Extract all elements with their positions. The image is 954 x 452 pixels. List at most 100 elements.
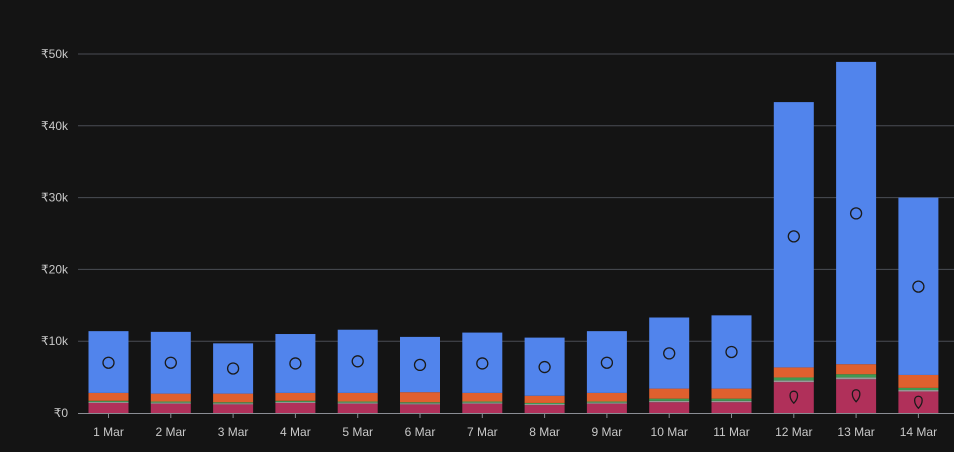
bar-segment[interactable] xyxy=(337,329,378,393)
bar-segment[interactable] xyxy=(150,393,191,402)
bar-segment[interactable] xyxy=(88,402,129,413)
bar-segment[interactable] xyxy=(337,403,378,413)
bar-segment[interactable] xyxy=(711,398,752,401)
bar-group[interactable] xyxy=(711,315,752,413)
bar-segment[interactable] xyxy=(836,377,877,380)
bar-segment[interactable] xyxy=(649,317,690,389)
bar-segment[interactable] xyxy=(400,402,440,404)
bar-segment[interactable] xyxy=(213,402,254,404)
bar-segment[interactable] xyxy=(462,332,503,393)
bar-segment[interactable] xyxy=(275,401,316,403)
bar-segment[interactable] xyxy=(150,403,191,413)
bar-group[interactable] xyxy=(150,331,191,413)
bar-segment[interactable] xyxy=(150,401,191,403)
bar-segment[interactable] xyxy=(836,61,877,365)
y-tick-label: ₹20k xyxy=(41,262,69,276)
bar-segment[interactable] xyxy=(524,404,565,406)
bar-segment[interactable] xyxy=(337,392,378,402)
bar-segment[interactable] xyxy=(275,392,316,401)
bar-group[interactable] xyxy=(649,317,690,413)
bar-segment[interactable] xyxy=(649,388,690,399)
bar-segment[interactable] xyxy=(524,337,565,396)
y-tick-label: ₹30k xyxy=(41,191,69,205)
bar-group[interactable] xyxy=(275,334,316,413)
bar-segment[interactable] xyxy=(898,390,939,392)
bar-segment[interactable] xyxy=(586,331,627,393)
bar-segment[interactable] xyxy=(898,374,939,388)
circle-marker xyxy=(413,358,427,372)
circle-marker xyxy=(912,280,925,293)
bar-segment[interactable] xyxy=(88,392,129,401)
bar-segment[interactable] xyxy=(400,336,440,393)
bar-segment[interactable] xyxy=(773,102,814,368)
bar-segment[interactable] xyxy=(213,404,254,413)
bar-segment[interactable] xyxy=(586,401,627,403)
bar-segment[interactable] xyxy=(711,315,752,389)
bar-group[interactable] xyxy=(462,332,503,413)
y-tick-label: ₹10k xyxy=(41,334,69,348)
bar-segment[interactable] xyxy=(586,402,627,404)
bar-segment[interactable] xyxy=(773,382,814,413)
bar-segment[interactable] xyxy=(773,377,814,381)
x-tick-label: 7 Mar xyxy=(467,425,498,439)
circle-marker xyxy=(849,207,863,220)
x-tick-label: 8 Mar xyxy=(529,425,560,439)
bar-segment[interactable] xyxy=(213,393,254,403)
x-tick-label: 13 Mar xyxy=(837,425,874,439)
bar-segment[interactable] xyxy=(337,402,378,404)
bar-group[interactable] xyxy=(213,343,254,413)
bar-segment[interactable] xyxy=(462,401,503,403)
bar-segment[interactable] xyxy=(213,343,254,394)
bar-segment[interactable] xyxy=(524,405,565,413)
bar-group[interactable] xyxy=(773,102,814,413)
bar-segment[interactable] xyxy=(88,400,129,402)
bar-segment[interactable] xyxy=(773,380,814,383)
bar-segment[interactable] xyxy=(711,400,752,403)
y-tick-label: ₹0 xyxy=(54,406,69,420)
bar-segment[interactable] xyxy=(586,403,627,413)
x-tick-label: 4 Mar xyxy=(280,425,311,439)
bar-segment[interactable] xyxy=(711,388,752,399)
bar-segment[interactable] xyxy=(400,404,440,413)
bar-segment[interactable] xyxy=(524,402,565,405)
bar-group[interactable] xyxy=(898,197,939,413)
bar-segment[interactable] xyxy=(400,392,440,403)
bar-segment[interactable] xyxy=(836,374,877,378)
bar-segment[interactable] xyxy=(711,402,752,413)
bar-segment[interactable] xyxy=(462,403,503,413)
bar-segment[interactable] xyxy=(88,401,129,403)
bar-segment[interactable] xyxy=(898,197,939,375)
bar-segment[interactable] xyxy=(275,400,316,402)
bar-segment[interactable] xyxy=(213,403,254,405)
bar-segment[interactable] xyxy=(836,379,877,413)
bar-group[interactable] xyxy=(337,329,378,413)
bar-segment[interactable] xyxy=(773,367,814,378)
bar-segment[interactable] xyxy=(150,402,191,404)
bar-segment[interactable] xyxy=(898,387,939,391)
bar-segment[interactable] xyxy=(400,403,440,405)
bar-group[interactable] xyxy=(524,337,565,413)
bar-segment[interactable] xyxy=(649,400,690,403)
bar-segment[interactable] xyxy=(275,402,316,413)
bar-segment[interactable] xyxy=(88,331,129,393)
bar-segment[interactable] xyxy=(836,364,877,375)
axes: ₹0 ₹10k ₹20k ₹30k ₹40k ₹50k 1 Mar 2 Mar 3 Mar 4 M… xyxy=(41,47,954,439)
circle-marker xyxy=(164,356,177,369)
bar-segment[interactable] xyxy=(649,398,690,401)
x-tick-label: 11 Mar xyxy=(713,425,749,439)
bar-group[interactable] xyxy=(836,61,877,413)
bar-segment[interactable] xyxy=(586,392,627,402)
bar-segment[interactable] xyxy=(649,402,690,413)
bar-segment[interactable] xyxy=(462,392,503,402)
bar-segment[interactable] xyxy=(150,331,191,394)
bar-group[interactable] xyxy=(400,336,440,413)
bar-segment[interactable] xyxy=(275,334,316,393)
bar-segment[interactable] xyxy=(337,401,378,403)
bar-segment[interactable] xyxy=(524,395,565,403)
bar-group[interactable] xyxy=(88,331,129,413)
bar-segment[interactable] xyxy=(898,391,939,413)
bar-segment[interactable] xyxy=(462,402,503,404)
bar-group[interactable] xyxy=(586,331,627,413)
